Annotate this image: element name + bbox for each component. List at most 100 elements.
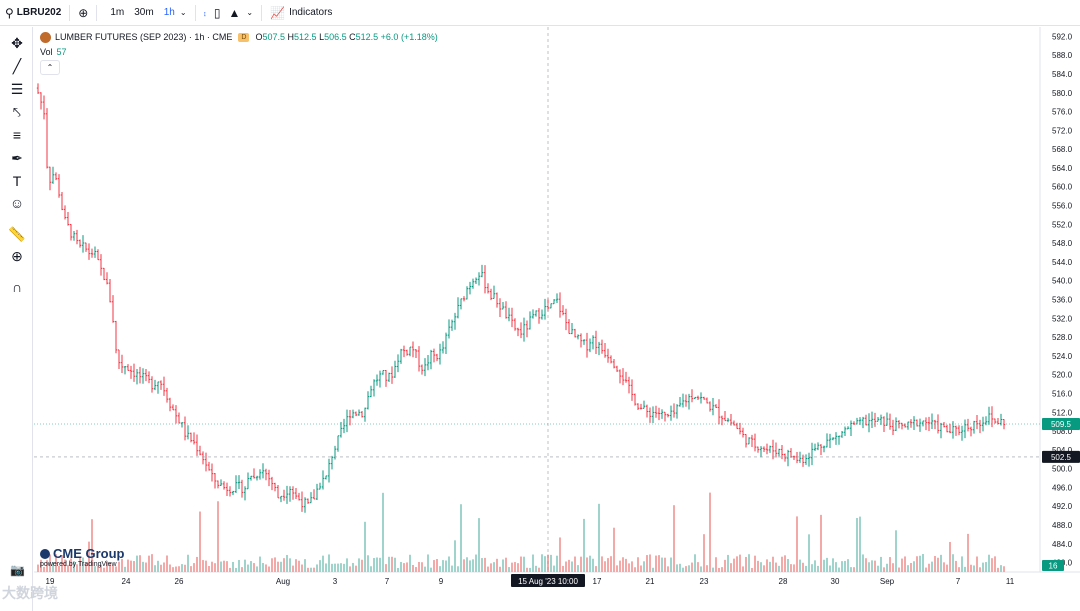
volume-bar	[343, 563, 345, 572]
plus-circle-icon: ⊕	[78, 5, 89, 20]
top-toolbar: ⚲ LBRU202 ⊕ 1m 30m 1h ⌄ ⨾ ▯ ▲ ⌄ 📈 Indica…	[0, 0, 1080, 26]
volume-bar	[658, 555, 660, 572]
volume-bar	[703, 534, 705, 572]
volume-bar	[745, 556, 747, 572]
compare-button[interactable]: ⊕	[73, 0, 93, 26]
interval-1h[interactable]: 1h	[163, 7, 175, 18]
volume-bar	[742, 566, 744, 572]
volume-bar	[58, 565, 60, 572]
volume-bar	[682, 567, 684, 572]
ruler-icon[interactable]: 📏	[8, 225, 26, 242]
candle	[279, 495, 283, 503]
candle	[597, 341, 601, 356]
candle	[381, 370, 385, 375]
candle	[936, 414, 940, 434]
volume-bar	[676, 564, 678, 572]
trend-line-icon[interactable]: ╱	[12, 57, 22, 74]
bars-chart-icon[interactable]: ⨾	[203, 5, 206, 19]
volume-bar	[367, 555, 369, 572]
magnet-icon[interactable]: ∩	[11, 279, 23, 295]
candle	[177, 412, 181, 424]
volume-bar	[301, 564, 303, 572]
candle	[93, 246, 97, 258]
chevron-down-icon[interactable]: ⌄	[246, 8, 254, 17]
volume-bar	[385, 564, 387, 572]
candle	[708, 401, 712, 412]
chevron-down-icon[interactable]: ⌄	[179, 8, 187, 17]
volume-bar	[184, 564, 186, 572]
candle	[243, 486, 247, 501]
candle	[312, 489, 316, 500]
candle	[426, 355, 430, 371]
indicators-button[interactable]: 📈 Indicators	[265, 0, 337, 26]
volume-bar	[646, 555, 648, 572]
candle	[651, 406, 655, 424]
volume-value: 57	[56, 47, 67, 57]
candle	[948, 423, 952, 434]
volume-bars	[37, 492, 1005, 572]
fib-icon[interactable]: ≡	[12, 127, 22, 143]
divider	[69, 4, 71, 21]
volume-bar	[307, 567, 309, 572]
volume-bar	[664, 557, 666, 572]
volume-bar	[631, 561, 633, 572]
volume-bar	[685, 566, 687, 572]
candle	[525, 320, 529, 338]
candle	[111, 295, 115, 323]
candle	[114, 320, 118, 354]
price-chart[interactable]: 592.0 588.0 584.0 580.0 576.0 572.0 568.0 564.0…	[34, 27, 1080, 611]
candle	[387, 372, 391, 383]
volume-bar	[865, 558, 867, 572]
candle	[138, 366, 142, 384]
price-tick-label: 540.0	[1052, 277, 1073, 286]
volume-bar	[937, 557, 939, 572]
horizontal-lines-icon[interactable]: ☰	[10, 80, 24, 97]
camera-icon[interactable]: 📷	[10, 563, 25, 577]
brush-icon[interactable]: ✒	[11, 149, 23, 166]
candle	[780, 445, 784, 460]
price-tick-label: 508.0	[1052, 427, 1073, 436]
emoji-icon[interactable]: ☺	[9, 195, 25, 211]
volume-bar	[655, 555, 657, 572]
text-icon[interactable]: T	[12, 173, 22, 189]
price-tick-label: 528.0	[1052, 333, 1073, 342]
area-chart-icon[interactable]: ▲	[228, 5, 241, 20]
interval-30m[interactable]: 30m	[134, 7, 154, 18]
time-tick-label: 3	[333, 577, 338, 586]
chart-legend: LUMBER FUTURES (SEP 2023) · 1h · CME D O…	[40, 30, 438, 44]
candle	[123, 366, 127, 375]
candle	[993, 418, 997, 424]
candle	[378, 370, 382, 388]
crosshair-icon[interactable]: ✥	[11, 34, 23, 51]
candle	[918, 418, 922, 432]
candle	[240, 479, 244, 498]
volume-bar	[388, 556, 390, 572]
volume-bar	[202, 560, 204, 572]
zoom-icon[interactable]: ⊕	[11, 247, 23, 264]
crosshair-price-label: 502.5	[1051, 453, 1072, 462]
volume-bar	[319, 560, 321, 572]
candle	[441, 341, 445, 354]
candle	[987, 406, 991, 425]
time-scale[interactable]: 19 24 26 Aug 3 7 9 17 21 23 28 30 Sep 7 11	[46, 577, 1015, 586]
candle	[486, 283, 490, 294]
volume-bar	[310, 567, 312, 572]
candle	[87, 243, 91, 260]
symbol-search[interactable]: ⚲ LBRU202	[0, 0, 66, 26]
candles-chart-icon[interactable]: ▯	[213, 5, 221, 20]
volume-bar	[418, 561, 420, 572]
candle	[882, 416, 886, 432]
volume-bar	[178, 566, 180, 572]
candle	[483, 265, 487, 294]
crosshair-price-badge	[1042, 450, 1080, 463]
price-tick-label: 556.0	[1052, 202, 1073, 211]
pattern-icon[interactable]: ⤣	[13, 103, 21, 120]
interval-1m[interactable]: 1m	[110, 7, 125, 18]
data-status-badge: D	[238, 32, 250, 42]
collapse-legend-button[interactable]: ⌃	[40, 60, 60, 75]
volume-bar	[427, 554, 429, 572]
volume-bar	[451, 565, 453, 572]
volume-bar	[130, 560, 132, 572]
price-scale[interactable]: 592.0 588.0 584.0 580.0 576.0 572.0 568.0 564.0…	[1052, 32, 1073, 567]
ohlc-values: O507.5 H512.5 L506.5 C512.5 +6.0 (+1.18%…	[255, 32, 437, 42]
